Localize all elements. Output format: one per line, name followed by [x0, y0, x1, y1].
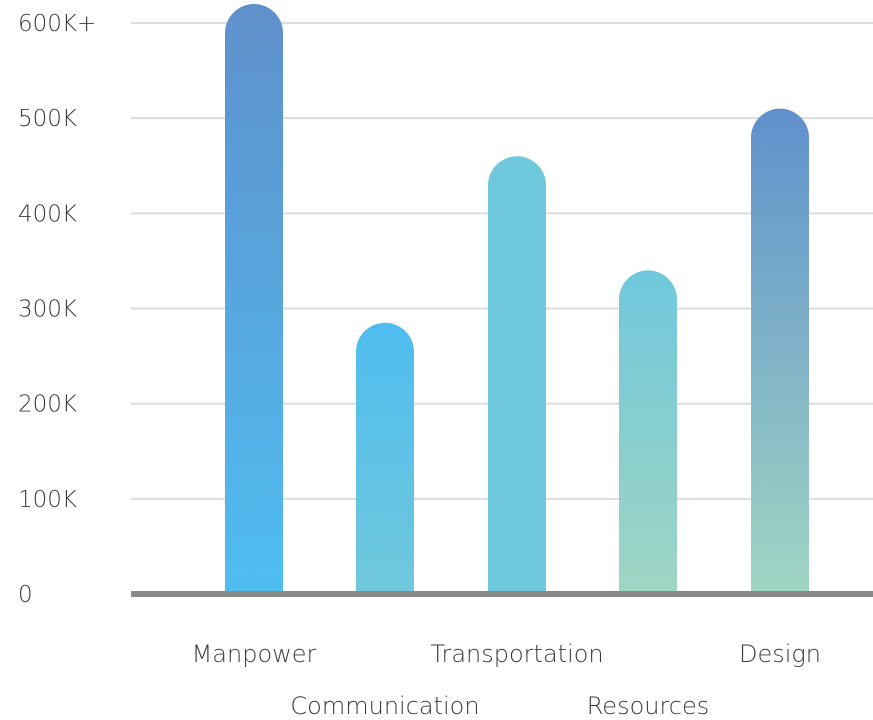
- y-tick-label: 400K: [18, 201, 77, 227]
- y-axis-tick-labels: 0 100K 200K 300K 400K 500K 600K+: [18, 11, 96, 608]
- y-tick-label: 200K: [18, 392, 77, 418]
- bar-manpower: [225, 4, 283, 592]
- y-tick-label: 100K: [18, 487, 77, 513]
- y-tick-label: 500K: [18, 106, 77, 132]
- y-tick-label: 300K: [18, 297, 77, 323]
- bars: [225, 4, 809, 592]
- x-axis-category-labels: Manpower Communication Transportation Resou…: [192, 640, 821, 720]
- bar-communication: [356, 322, 414, 591]
- bar-resources: [619, 270, 677, 591]
- y-tick-label: 600K+: [18, 11, 96, 37]
- bar-transportation: [488, 156, 546, 591]
- x-category-label: Manpower: [192, 640, 317, 668]
- bar-design: [751, 108, 809, 591]
- x-category-label: Transportation: [430, 640, 603, 668]
- x-category-label: Design: [739, 640, 821, 668]
- x-category-label: Communication: [290, 692, 479, 720]
- y-tick-label: 0: [18, 582, 33, 608]
- x-category-label: Resources: [587, 692, 710, 720]
